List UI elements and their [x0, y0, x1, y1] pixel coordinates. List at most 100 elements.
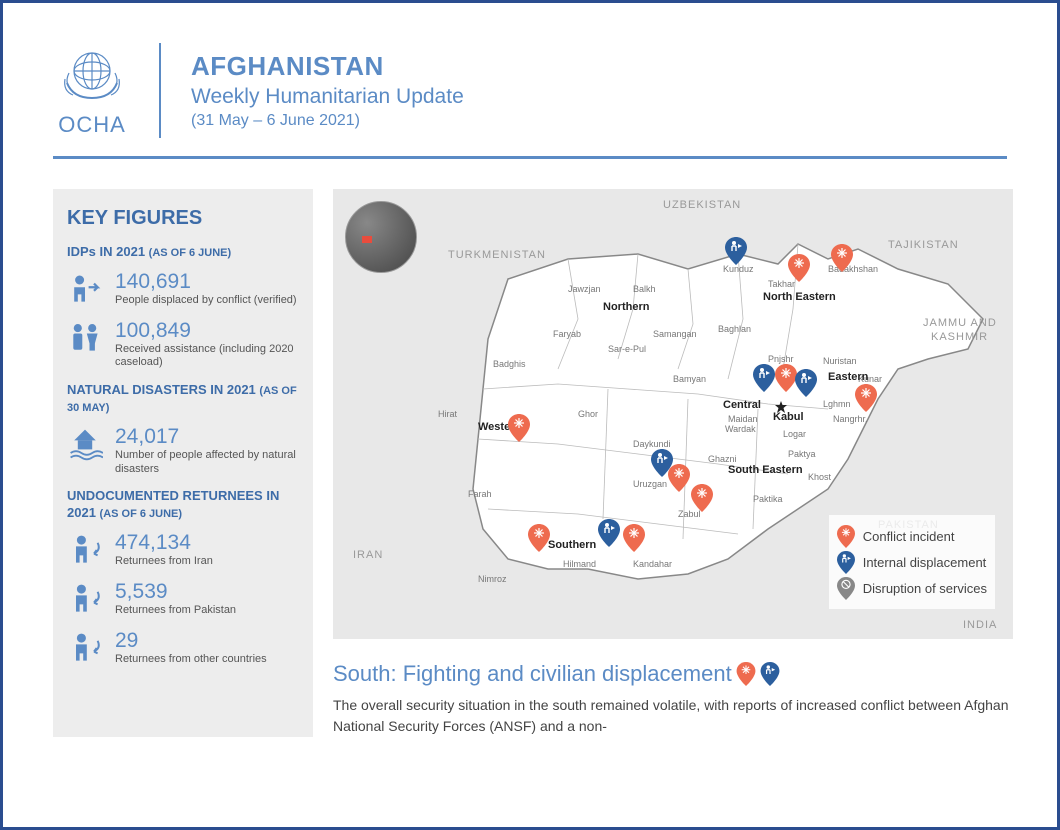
section-heading: UNDOCUMENTED RETURNEES IN 2021 (AS OF 6 … — [67, 488, 299, 522]
neighbor-label: INDIA — [963, 619, 997, 631]
person-arrow-icon — [67, 271, 103, 307]
conflict-pin-icon — [775, 364, 797, 392]
section-heading: NATURAL DISASTERS IN 2021 (AS OF 30 MAY) — [67, 382, 299, 416]
figure-row: 100,849Received assistance (including 20… — [67, 320, 299, 371]
disruption-pin-icon — [837, 577, 855, 599]
province-label: Bamyan — [673, 374, 706, 384]
province-label: Lghmn — [823, 399, 851, 409]
province-label: Uruzgan — [633, 479, 667, 489]
province-label: Faryab — [553, 329, 581, 339]
neighbor-label: TURKMENISTAN — [448, 249, 546, 261]
map: UZBEKISTAN TURKMENISTAN TAJIKISTAN JAMMU AN… — [333, 189, 1013, 639]
un-logo-icon — [53, 43, 131, 107]
region-label: South Eastern — [728, 464, 803, 476]
main-content: UZBEKISTAN TURKMENISTAN TAJIKISTAN JAMMU AN… — [333, 189, 1013, 737]
province-label: Maidan — [728, 414, 758, 424]
region-label: Southern — [548, 539, 596, 551]
neighbor-label: IRAN — [353, 549, 383, 561]
province-label: Kandahar — [633, 559, 672, 569]
displacement-pin-icon — [795, 369, 817, 397]
figure-row: 5,539 Returnees from Pakistan — [67, 581, 299, 618]
province-label: Kunduz — [723, 264, 754, 274]
figure-row: 29 Returnees from other countries — [67, 630, 299, 667]
header-divider — [53, 156, 1007, 159]
legend-row: Disruption of services — [837, 577, 987, 599]
conflict-pin-icon — [831, 244, 853, 272]
conflict-pin-icon — [788, 254, 810, 282]
figure-desc: Received assistance (including 2020 case… — [115, 343, 299, 371]
legend-label: Conflict incident — [863, 529, 955, 544]
conflict-pin-icon — [508, 414, 530, 442]
displacement-pin-icon — [753, 364, 775, 392]
figure-value: 29 — [115, 630, 299, 651]
province-label: Hilmand — [563, 559, 596, 569]
province-label: Samangan — [653, 329, 697, 339]
province-label: Jawzjan — [568, 284, 601, 294]
legend-row: Internal displacement — [837, 551, 987, 573]
key-figures-sidebar: KEY FIGURES IDPs IN 2021 (AS OF 6 JUNE) 1… — [53, 189, 313, 737]
province-label: Ghor — [578, 409, 598, 419]
region-label: North Eastern — [763, 291, 836, 303]
figure-desc: Returnees from other countries — [115, 653, 299, 667]
province-label: Daykundi — [633, 439, 671, 449]
title-block: AFGHANISTAN Weekly Humanitarian Update (… — [191, 51, 1007, 130]
family-icon — [67, 320, 103, 356]
flood-icon — [67, 426, 103, 462]
legend-label: Internal displacement — [863, 555, 987, 570]
returnee-icon — [67, 581, 103, 617]
region-label: Northern — [603, 301, 649, 313]
neighbor-label: UZBEKISTAN — [663, 199, 741, 211]
legend-label: Disruption of services — [863, 581, 987, 596]
province-label: Farah — [468, 489, 492, 499]
province-label: Ghazni — [708, 454, 737, 464]
country-title: AFGHANISTAN — [191, 51, 1007, 82]
returnee-icon — [67, 532, 103, 568]
capital-marker — [775, 400, 787, 418]
region-label: Central — [723, 399, 761, 411]
figure-desc: Number of people affected by natural dis… — [115, 449, 299, 477]
org-name: OCHA — [58, 112, 126, 138]
conflict-pin-icon — [668, 464, 690, 492]
article-title: South: Fighting and civilian displacemen… — [333, 661, 1013, 687]
province-label: Nuristan — [823, 356, 857, 366]
conflict-pin-icon — [837, 525, 855, 547]
globe-inset-icon — [345, 201, 417, 273]
conflict-pin-icon — [736, 662, 756, 686]
neighbor-label: JAMMU AND — [923, 317, 997, 329]
province-label: Baghlan — [718, 324, 751, 334]
header: OCHA AFGHANISTAN Weekly Humanitarian Upd… — [53, 43, 1007, 138]
neighbor-label: KASHMIR — [931, 331, 988, 343]
province-label: Logar — [783, 429, 806, 439]
province-label: Paktya — [788, 449, 816, 459]
conflict-pin-icon — [855, 384, 877, 412]
displacement-pin-icon — [760, 662, 780, 686]
figure-row: 140,691People displaced by conflict (ver… — [67, 271, 299, 308]
article-body: The overall security situation in the so… — [333, 695, 1013, 737]
sidebar-title: KEY FIGURES — [67, 207, 299, 230]
legend-row: Conflict incident — [837, 525, 987, 547]
province-label: Sar-e-Pul — [608, 344, 646, 354]
logo-block: OCHA — [53, 43, 161, 138]
conflict-pin-icon — [528, 524, 550, 552]
figure-value: 100,849 — [115, 320, 299, 341]
figure-value: 140,691 — [115, 271, 299, 292]
province-label: Paktika — [753, 494, 783, 504]
province-label: Hirat — [438, 409, 457, 419]
date-range: (31 May – 6 June 2021) — [191, 112, 1007, 130]
conflict-pin-icon — [623, 524, 645, 552]
article-title-text: South: Fighting and civilian displacemen… — [333, 661, 732, 687]
figure-row: 24,017Number of people affected by natur… — [67, 426, 299, 477]
doc-subtitle: Weekly Humanitarian Update — [191, 85, 1007, 109]
region-label: Eastern — [828, 371, 868, 383]
returnee-icon — [67, 630, 103, 666]
province-label: Nangrhr. — [833, 414, 868, 424]
displacement-pin-icon — [598, 519, 620, 547]
figure-desc: Returnees from Pakistan — [115, 604, 299, 618]
figure-desc: Returnees from Iran — [115, 555, 299, 569]
neighbor-label: TAJIKISTAN — [888, 239, 959, 251]
province-label: Pnjshr — [768, 354, 794, 364]
section-heading: IDPs IN 2021 (AS OF 6 JUNE) — [67, 244, 299, 261]
figure-value: 5,539 — [115, 581, 299, 602]
province-label: Balkh — [633, 284, 656, 294]
displacement-pin-icon — [725, 237, 747, 265]
